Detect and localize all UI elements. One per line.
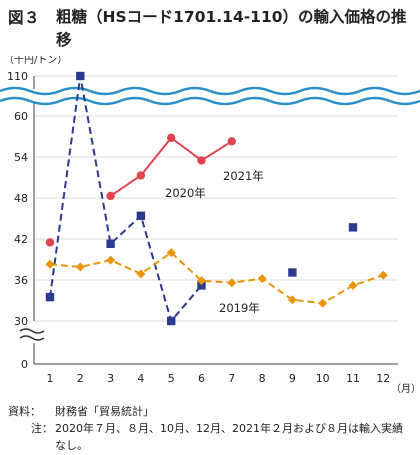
data-point-s0-7 (227, 137, 236, 146)
data-point-s2-8 (257, 274, 267, 284)
x-tick-label-10: 10 (316, 372, 330, 385)
y-tick-label-30: 30 (14, 315, 28, 328)
series-label-2: 2019年 (219, 301, 260, 315)
data-point-s0-4 (136, 171, 146, 180)
x-tick-label-3: 3 (107, 372, 114, 385)
y-tick-label-42: 42 (14, 233, 28, 246)
lower-break-mark-1 (19, 328, 45, 334)
x-tick-label-5: 5 (168, 372, 175, 385)
x-tick-label-7: 7 (228, 372, 235, 385)
data-point-s2-5 (166, 248, 176, 258)
series-line-2-0 (49, 251, 384, 305)
x-tick-label-2: 2 (77, 372, 84, 385)
data-point-s1-1 (45, 292, 55, 302)
source-note: 資料： 財務省「貿易統計」 (8, 403, 413, 420)
series-label-0: 2021年 (223, 169, 264, 183)
axis-break-gap (0, 89, 420, 103)
y-tick-label-60: 60 (14, 110, 28, 123)
y-tick-label-48: 48 (14, 192, 28, 205)
chart-title: 粗糖（HSコード1701.14-110）の輸入価格の推移 (56, 8, 407, 49)
figure-number: 図３ (8, 9, 41, 27)
data-point-s0-6 (197, 156, 206, 165)
data-point-s2-9 (287, 295, 297, 305)
chart-footer: 資料： 財務省「貿易統計」 注： 2020年７月、８月、10月、12月、2021… (8, 403, 413, 454)
data-point-s1-2 (76, 71, 85, 81)
x-tick-label-1: 1 (47, 372, 54, 385)
source-text: 財務省「貿易統計」 (55, 405, 154, 418)
data-point-s1-4 (136, 211, 146, 220)
data-point-s0-5 (167, 133, 176, 143)
footnote-text: 2020年７月、８月、10月、12月、2021年２月および８月は輸入実績なし。 (55, 422, 403, 452)
data-point-s2-3 (106, 255, 116, 265)
y-tick-label-110: 110 (7, 70, 28, 83)
data-point-s1-6 (197, 281, 206, 290)
x-tick-label-9: 9 (289, 372, 296, 385)
data-point-s2-1 (45, 259, 55, 269)
y-tick-label-54: 54 (14, 151, 28, 164)
x-tick-label-12: 12 (376, 372, 390, 385)
data-point-s2-4 (136, 269, 146, 279)
data-point-s2-6 (197, 276, 206, 286)
series-label-1: 2020年 (165, 186, 206, 200)
data-point-s0-1 (45, 238, 55, 247)
x-tick-label-6: 6 (198, 372, 205, 385)
data-point-s2-11 (348, 280, 358, 290)
y-tick-label-0: 0 (21, 358, 28, 371)
data-point-s1-11 (348, 223, 358, 232)
y-unit-label: （千円/トン） (4, 56, 67, 66)
data-point-s2-2 (75, 262, 85, 272)
data-point-s2-12 (378, 270, 388, 280)
x-tick-label-8: 8 (259, 372, 266, 385)
footnote: 注： 2020年７月、８月、10月、12月、2021年２月および８月は輸入実績な… (8, 420, 413, 454)
lower-break-mark-2 (19, 335, 45, 341)
x-tick-label-4: 4 (137, 372, 144, 385)
footnote-label: 注： (31, 422, 53, 435)
data-point-s1-3 (106, 239, 115, 248)
axis-break-wave-bottom (0, 96, 420, 106)
y-tick-label-36: 36 (14, 274, 28, 287)
x-tick-label-11: 11 (346, 372, 360, 385)
data-point-s1-9 (288, 268, 297, 277)
source-label: 資料： (8, 405, 41, 418)
data-point-s2-7 (227, 278, 237, 288)
series-line-1-0 (49, 75, 203, 322)
data-point-s2-10 (318, 298, 328, 308)
x-unit-label: （月） (391, 383, 420, 395)
data-point-s0-3 (106, 191, 115, 201)
data-point-s1-5 (167, 316, 176, 326)
axis-break-wave-top (0, 86, 420, 96)
